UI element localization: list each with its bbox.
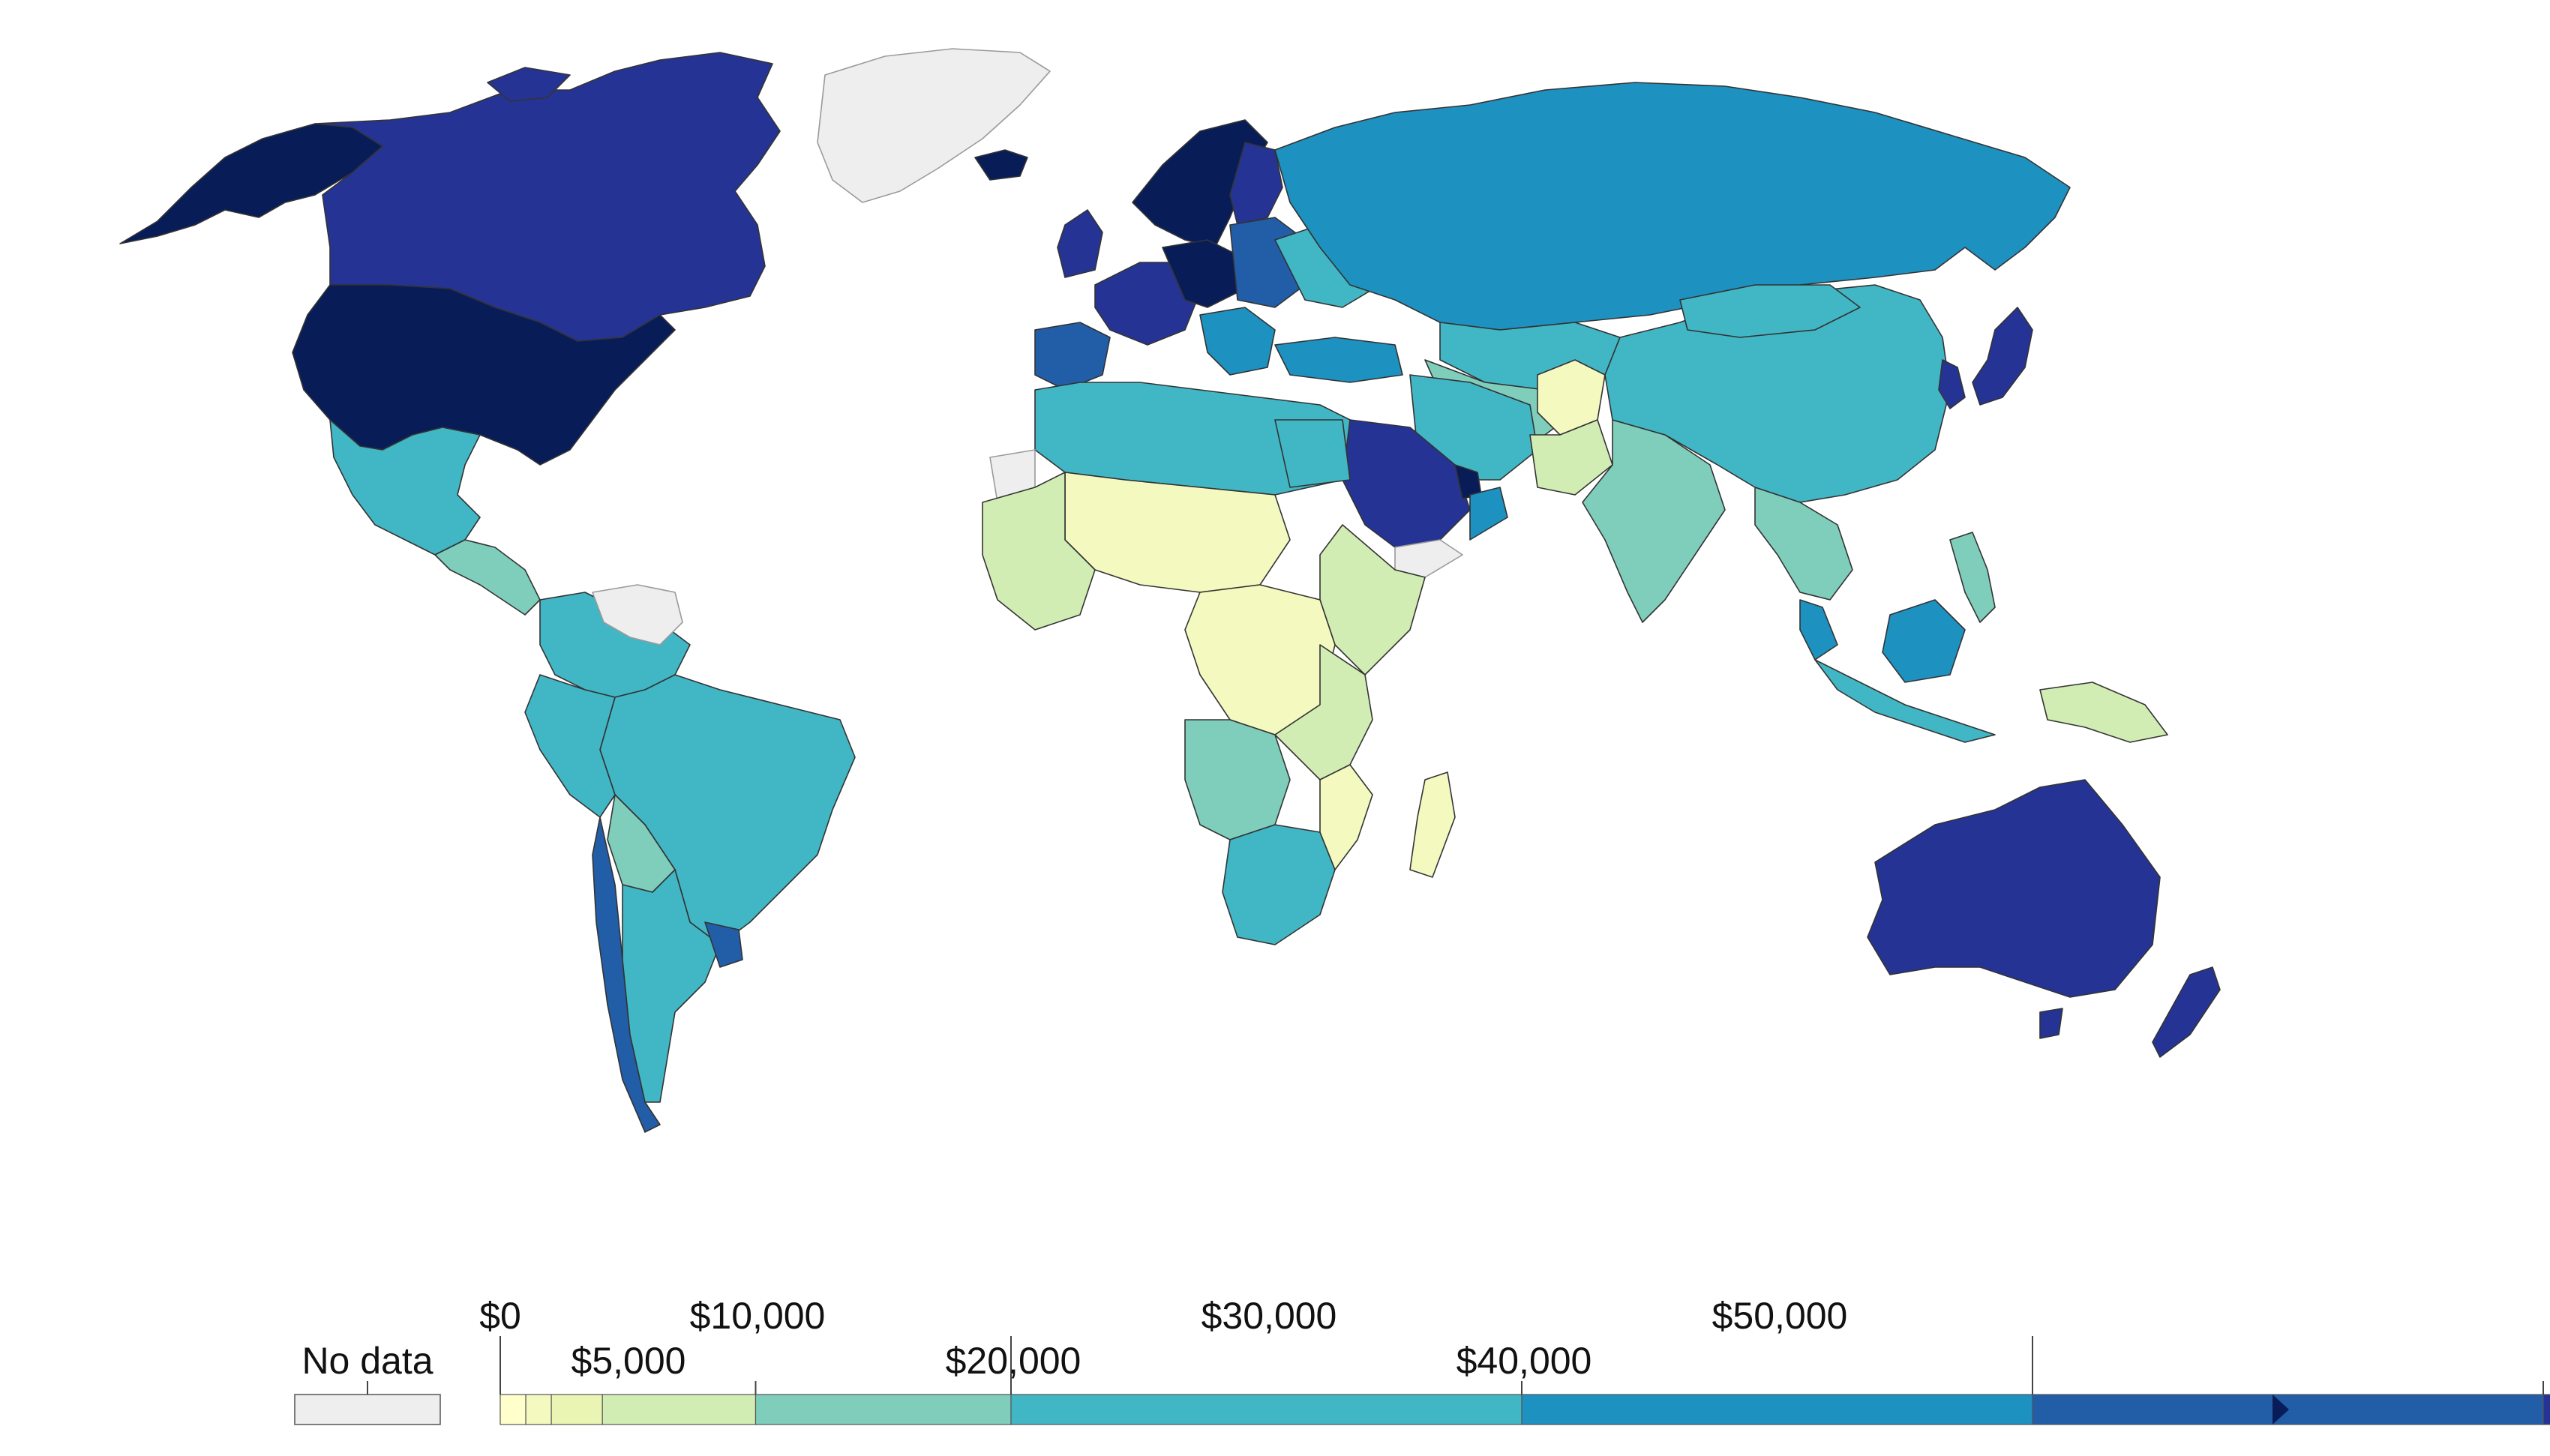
- region-mongolia: [1679, 284, 1861, 338]
- region-malaysia: [1799, 599, 1838, 661]
- region-greenland: [817, 48, 1051, 203]
- region-uruguay: [704, 921, 743, 968]
- region-angola: [1184, 719, 1291, 840]
- color-scale-ticks: [500, 1336, 2544, 1395]
- region-balkans: [1199, 307, 1276, 376]
- region-tasmania: [2039, 1008, 2063, 1039]
- region-yemen: [1394, 539, 1463, 578]
- region-argentina: [622, 869, 721, 1103]
- region-india: [1582, 419, 1726, 623]
- scale-label-40000: $40,000: [1456, 1340, 1592, 1382]
- scale-label-30000: $30,000: [1202, 1295, 1337, 1337]
- region-southeast-asia: [1754, 487, 1853, 601]
- color-scale-bar: [500, 1394, 2550, 1425]
- region-philippines: [1949, 532, 1996, 623]
- region-russia: [1274, 82, 2071, 331]
- region-papua: [2039, 682, 2168, 743]
- region-japan: [1972, 307, 2033, 406]
- region-iberia: [1034, 322, 1111, 391]
- region-western-europe: [1094, 262, 1201, 346]
- region-new-zealand: [2152, 966, 2221, 1058]
- scale-label-10000: $10,000: [690, 1295, 826, 1337]
- region-southern-africa: [1222, 824, 1336, 945]
- scale-label-0: $0: [479, 1295, 521, 1337]
- legend: No data $0 $10,000 $30,000 $50,000 $5,00…: [294, 1295, 2550, 1425]
- region-central-america: [434, 539, 541, 616]
- region-egypt: [1274, 419, 1351, 488]
- scale-bin-6: [1521, 1394, 2033, 1425]
- region-mexico: [329, 419, 481, 556]
- no-data-label: No data: [302, 1340, 433, 1382]
- region-chile: [592, 816, 661, 1133]
- scale-label-5000: $5,000: [572, 1340, 686, 1382]
- region-indonesia: [1814, 659, 1996, 743]
- region-turkey: [1274, 337, 1403, 383]
- scale-arrow: [2272, 1395, 2289, 1425]
- scale-label-20000: $20,000: [946, 1340, 1082, 1382]
- region-iceland: [974, 149, 1028, 181]
- region-uk: [1057, 209, 1103, 278]
- map-regions: [119, 48, 2221, 1133]
- scale-label-50000: $50,000: [1712, 1295, 1848, 1337]
- region-west-africa: [982, 472, 1096, 631]
- scale-bin-1: [525, 1394, 552, 1425]
- region-borneo: [1882, 599, 1966, 683]
- scale-bin-5: [1010, 1394, 1522, 1425]
- scale-bin-8: [2542, 1394, 2550, 1425]
- region-australia: [1867, 779, 2161, 998]
- scale-bin-0: [500, 1394, 526, 1425]
- region-venezuela: [592, 584, 683, 646]
- region-madagascar: [1409, 771, 1456, 878]
- region-mozambique: [1319, 764, 1373, 870]
- no-data-swatch: [294, 1394, 441, 1425]
- region-korea: [1938, 359, 1966, 409]
- scale-bin-3: [602, 1394, 757, 1425]
- region-oman: [1469, 487, 1508, 541]
- region-canada-island: [487, 67, 571, 102]
- region-canada: [314, 52, 781, 342]
- region-peru: [524, 674, 616, 818]
- scale-bin-4: [754, 1394, 1012, 1425]
- scale-bin-2: [550, 1394, 603, 1425]
